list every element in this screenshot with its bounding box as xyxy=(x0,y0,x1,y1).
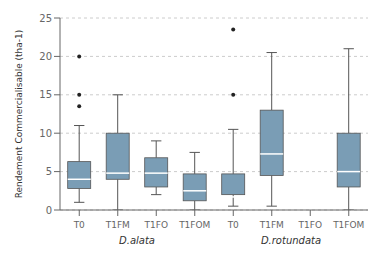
svg-text:T0: T0 xyxy=(227,220,239,230)
svg-text:T1FM: T1FM xyxy=(105,220,130,230)
svg-text:20: 20 xyxy=(39,51,52,62)
svg-text:T1FM: T1FM xyxy=(259,220,284,230)
svg-text:25: 25 xyxy=(39,13,52,24)
svg-text:T1FO: T1FO xyxy=(298,220,322,230)
svg-text:0: 0 xyxy=(46,205,52,216)
svg-text:T1FOM: T1FOM xyxy=(332,220,364,230)
svg-text:D.rotundata: D.rotundata xyxy=(261,235,321,246)
svg-text:T1FO: T1FO xyxy=(144,220,168,230)
svg-text:15: 15 xyxy=(39,89,52,100)
svg-text:T0: T0 xyxy=(73,220,85,230)
svg-text:10: 10 xyxy=(39,128,52,139)
svg-text:5: 5 xyxy=(46,166,52,177)
svg-text:Rendement Commercialisable (th: Rendement Commercialisable (tha-1) xyxy=(14,30,24,199)
svg-text:T1FOM: T1FOM xyxy=(178,220,210,230)
svg-text:D.alata: D.alata xyxy=(119,235,155,246)
